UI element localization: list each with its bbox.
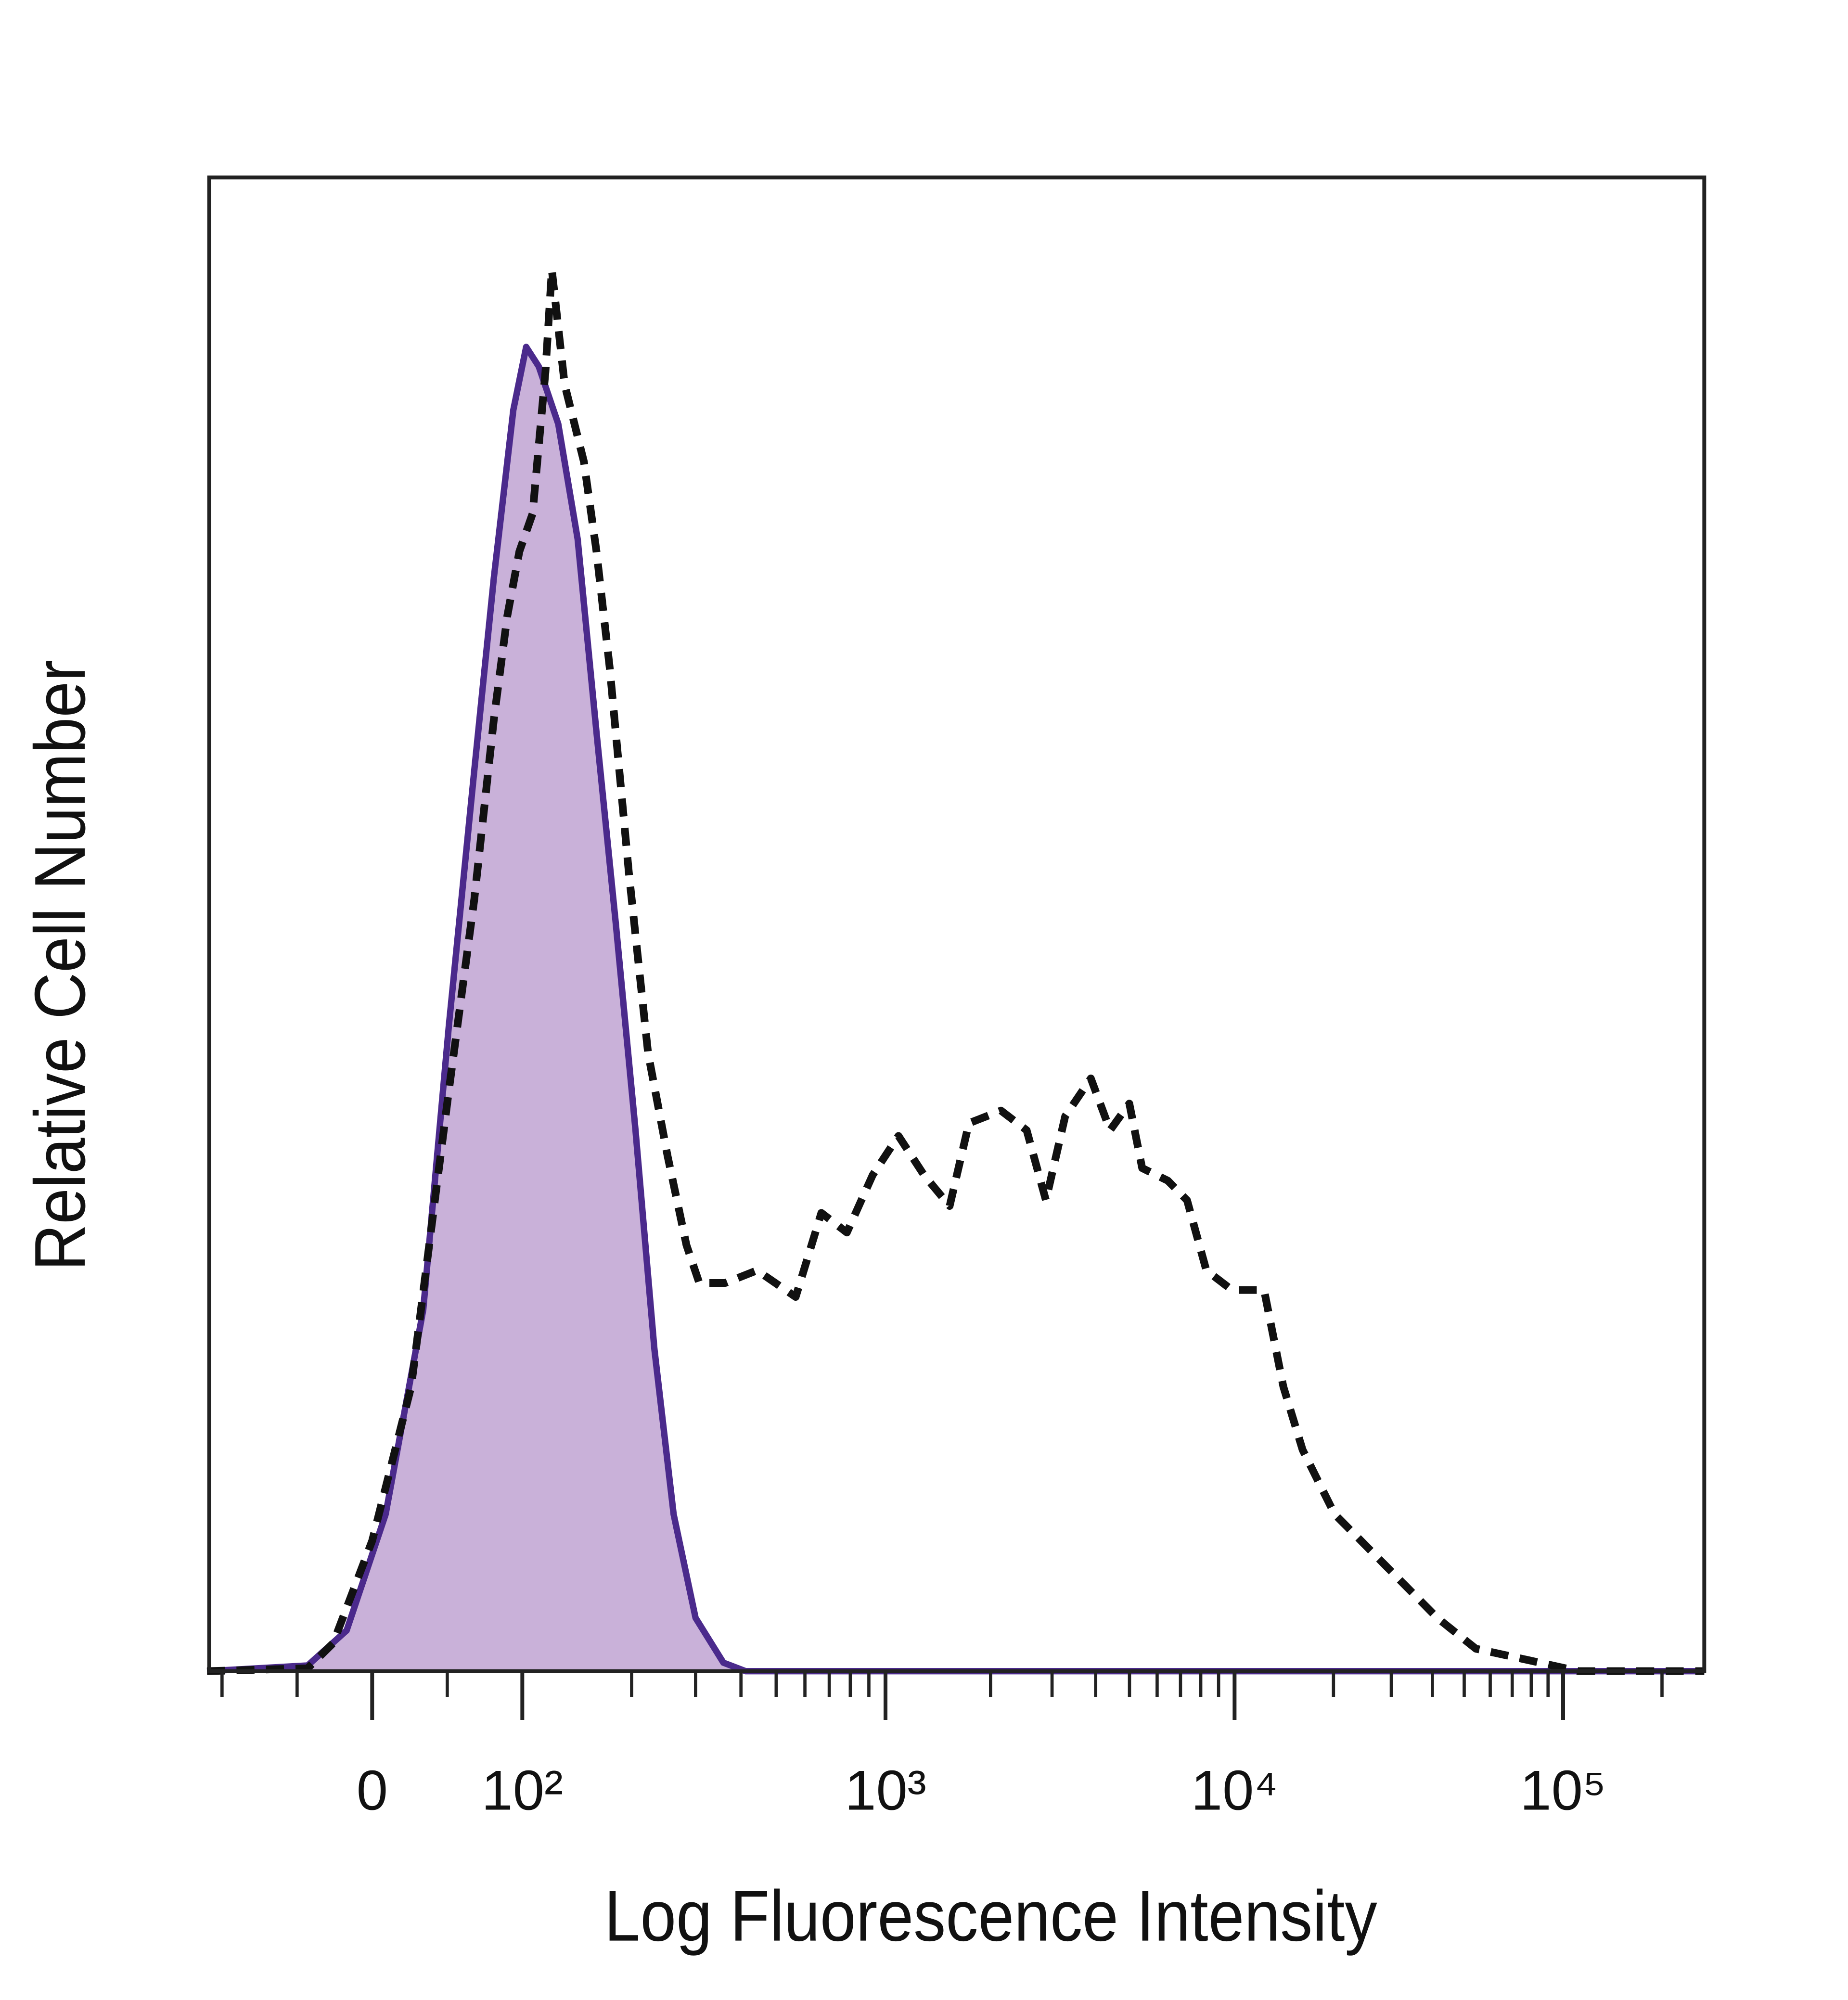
- x-tick-label: 0: [357, 1759, 388, 1822]
- y-axis-label: Relative Cell Number: [20, 660, 100, 1271]
- x-axis-tick-labels: 0 10² 10³ 10⁴ 10⁵: [357, 1759, 1606, 1822]
- x-tick-label: 10⁴: [1191, 1759, 1278, 1822]
- x-tick-label: 10⁵: [1520, 1759, 1606, 1822]
- x-axis-ticks: [220, 1671, 1664, 1720]
- series-1-line: [206, 344, 1705, 1675]
- series-1-fill: [207, 346, 1705, 1671]
- series-2-line: [206, 266, 1705, 1675]
- x-tick-label: 10³: [845, 1759, 926, 1822]
- plot-frame: [207, 175, 1707, 1673]
- x-axis-label: Log Fluorescence Intensity: [604, 1876, 1377, 1956]
- x-tick-label: 10²: [482, 1759, 564, 1822]
- series-layer: [206, 266, 1705, 1675]
